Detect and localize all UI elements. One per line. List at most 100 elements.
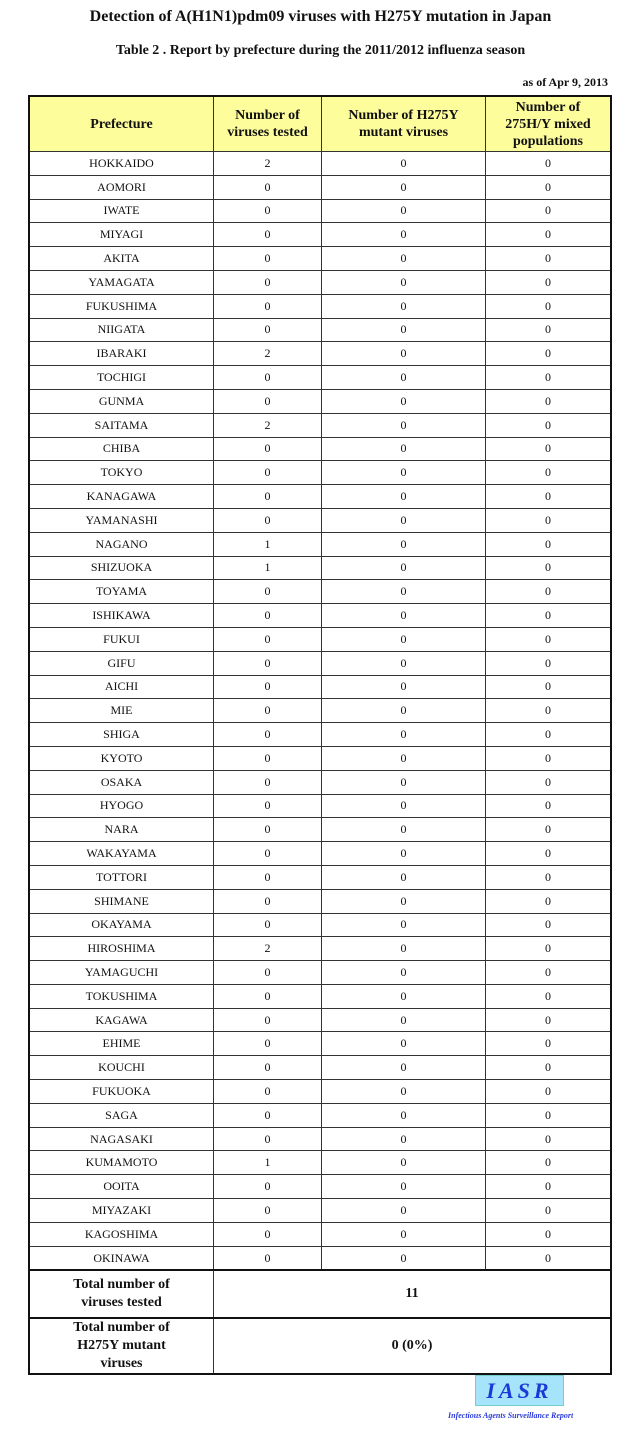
prefecture-cell: TOTTORI <box>28 864 214 890</box>
mutant-cell: 0 <box>321 460 486 486</box>
prefecture-cell: AOMORI <box>28 174 214 200</box>
mutant-cell: 0 <box>321 1126 486 1152</box>
mixed-cell: 0 <box>485 222 612 248</box>
mixed-cell: 0 <box>485 864 612 890</box>
prefecture-cell: KANAGAWA <box>28 484 214 509</box>
table-row: YAMANASHI 0 0 0 <box>28 507 612 533</box>
tested-cell: 0 <box>213 793 322 819</box>
prefecture-cell: FUKUI <box>28 626 214 652</box>
total-row: Total number of viruses tested 11 <box>28 1269 612 1319</box>
table-row: CHIBA 0 0 0 <box>28 436 612 462</box>
mixed-cell: 0 <box>485 579 612 605</box>
tested-cell: 0 <box>213 246 322 271</box>
table-row: KOUCHI 0 0 0 <box>28 1055 612 1081</box>
tested-cell: 2 <box>213 412 322 438</box>
tested-cell: 1 <box>213 531 322 557</box>
mutant-cell: 0 <box>321 531 486 557</box>
prefecture-cell: SHIMANE <box>28 888 214 914</box>
prefecture-cell: ISHIKAWA <box>28 603 214 628</box>
table-row: MIYAGI 0 0 0 <box>28 222 612 248</box>
table-row: SHIMANE 0 0 0 <box>28 888 612 914</box>
mixed-cell: 0 <box>485 198 612 224</box>
mutant-cell: 0 <box>321 1198 486 1223</box>
tested-cell: 0 <box>213 674 322 700</box>
mixed-cell: 0 <box>485 507 612 533</box>
prefecture-cell: HYOGO <box>28 793 214 819</box>
prefecture-cell: KAGAWA <box>28 1007 214 1033</box>
tested-cell: 0 <box>213 222 322 248</box>
table-row: YAMAGATA 0 0 0 <box>28 269 612 295</box>
mutant-cell: 0 <box>321 293 486 319</box>
tested-cell: 0 <box>213 1221 322 1247</box>
tested-cell: 0 <box>213 460 322 486</box>
prefecture-cell: OSAKA <box>28 769 214 795</box>
prefecture-cell: SAITAMA <box>28 412 214 438</box>
prefecture-cell: NAGANO <box>28 531 214 557</box>
mutant-cell: 0 <box>321 936 486 962</box>
table-row: MIYAZAKI 0 0 0 <box>28 1198 612 1223</box>
prefecture-cell: YAMANASHI <box>28 507 214 533</box>
tested-cell: 0 <box>213 698 322 724</box>
mixed-cell: 0 <box>485 484 612 509</box>
table-row: HYOGO 0 0 0 <box>28 793 612 819</box>
table-row: EHIME 0 0 0 <box>28 1031 612 1057</box>
prefecture-cell: AICHI <box>28 674 214 700</box>
mutant-cell: 0 <box>321 888 486 914</box>
mutant-cell: 0 <box>321 579 486 605</box>
tested-cell: 0 <box>213 579 322 605</box>
mixed-cell: 0 <box>485 151 612 176</box>
mutant-cell: 0 <box>321 912 486 938</box>
mixed-cell: 0 <box>485 388 612 414</box>
tested-cell: 2 <box>213 151 322 176</box>
tested-cell: 2 <box>213 936 322 962</box>
mutant-cell: 0 <box>321 555 486 581</box>
prefecture-cell: IWATE <box>28 198 214 224</box>
tested-cell: 0 <box>213 603 322 628</box>
tested-cell: 0 <box>213 436 322 462</box>
prefecture-cell: SHIGA <box>28 722 214 747</box>
header-mixed: Number of 275H/Y mixed populations <box>485 95 612 152</box>
table-row: OKAYAMA 0 0 0 <box>28 912 612 938</box>
table-row: FUKUI 0 0 0 <box>28 626 612 652</box>
table-row: SHIZUOKA 1 0 0 <box>28 555 612 581</box>
table-row: NIIGATA 0 0 0 <box>28 317 612 343</box>
iasr-logo: IASR <box>475 1375 564 1406</box>
mixed-cell: 0 <box>485 603 612 628</box>
prefecture-table: Prefecture Number of viruses tested Numb… <box>28 95 612 1376</box>
prefecture-cell: MIYAGI <box>28 222 214 248</box>
tested-cell: 0 <box>213 365 322 390</box>
prefecture-cell: CHIBA <box>28 436 214 462</box>
header-row: Prefecture Number of viruses tested Numb… <box>28 95 612 152</box>
mutant-cell: 0 <box>321 507 486 533</box>
mixed-cell: 0 <box>485 698 612 724</box>
mutant-cell: 0 <box>321 626 486 652</box>
prefecture-cell: GIFU <box>28 650 214 676</box>
table-row: KYOTO 0 0 0 <box>28 745 612 771</box>
tested-cell: 0 <box>213 888 322 914</box>
tested-cell: 0 <box>213 722 322 747</box>
mutant-cell: 0 <box>321 1221 486 1247</box>
mutant-cell: 0 <box>321 222 486 248</box>
header-tested: Number of viruses tested <box>213 95 322 152</box>
total-label: Total number of viruses tested <box>28 1269 214 1319</box>
mutant-cell: 0 <box>321 817 486 843</box>
mixed-cell: 0 <box>485 1007 612 1033</box>
page-title: Detection of A(H1N1)pdm09 viruses with H… <box>89 8 552 25</box>
mutant-cell: 0 <box>321 960 486 985</box>
prefecture-cell: FUKUOKA <box>28 1079 214 1104</box>
table-row: MIE 0 0 0 <box>28 698 612 724</box>
prefecture-cell: SHIZUOKA <box>28 555 214 581</box>
mutant-cell: 0 <box>321 151 486 176</box>
table-row: SAGA 0 0 0 <box>28 1102 612 1128</box>
header-prefecture: Prefecture <box>28 95 214 152</box>
mixed-cell: 0 <box>485 960 612 985</box>
tested-cell: 0 <box>213 388 322 414</box>
prefecture-cell: NAGASAKI <box>28 1126 214 1152</box>
prefecture-cell: KOUCHI <box>28 1055 214 1081</box>
mutant-cell: 0 <box>321 1079 486 1104</box>
mixed-cell: 0 <box>485 1150 612 1176</box>
total-value: 0 (0%) <box>213 1317 612 1375</box>
table-row: KUMAMOTO 1 0 0 <box>28 1150 612 1176</box>
total-row: Total number of H275Y mutant viruses 0 (0… <box>28 1317 612 1375</box>
table-row: FUKUOKA 0 0 0 <box>28 1079 612 1104</box>
